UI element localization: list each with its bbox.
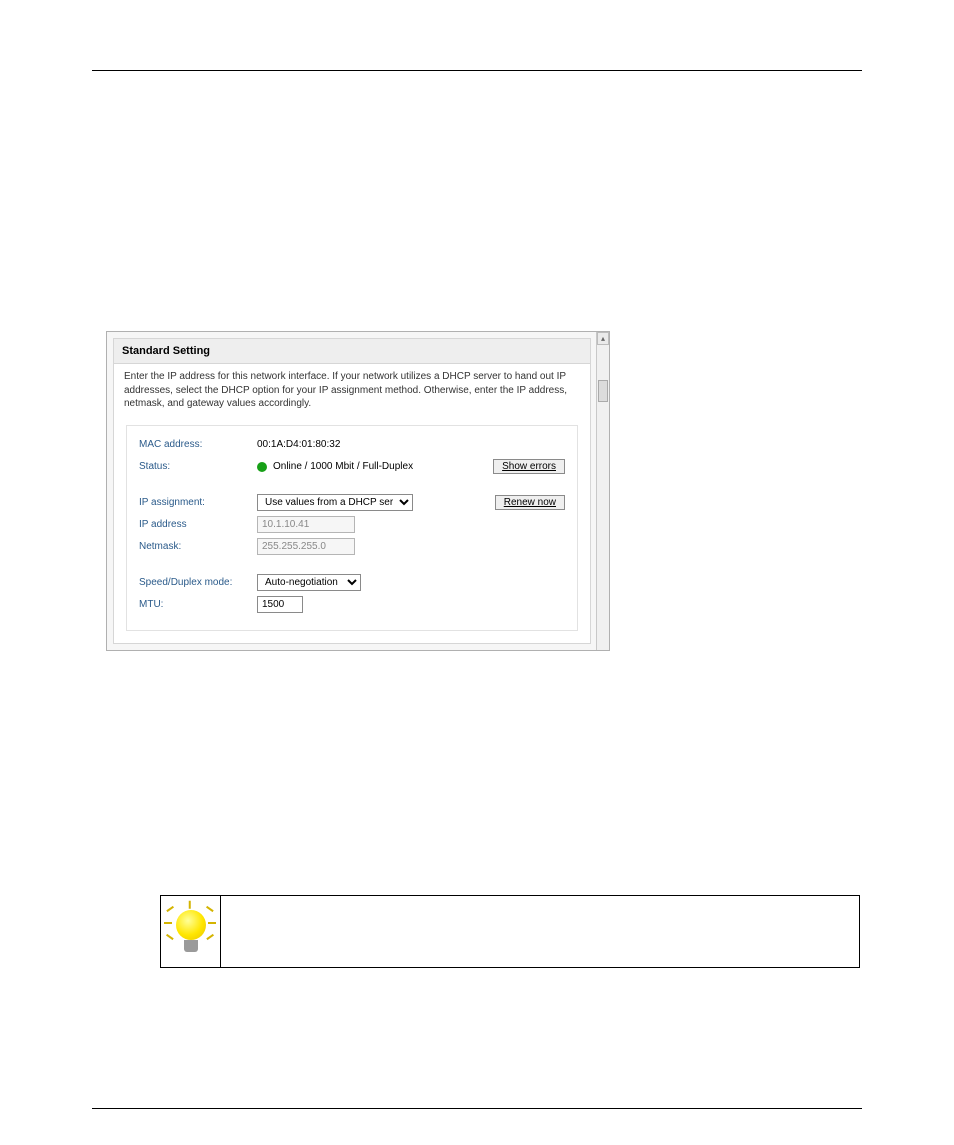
- settings-panel-inner: Standard Setting Enter the IP address fo…: [113, 338, 591, 644]
- row-mac: MAC address: 00:1A:D4:01:80:32: [139, 436, 565, 454]
- settings-panel: Standard Setting Enter the IP address fo…: [106, 331, 610, 651]
- scroll-up-arrow-icon[interactable]: ▴: [597, 332, 609, 345]
- show-errors-button[interactable]: Show errors: [493, 459, 565, 474]
- scroll-thumb[interactable]: [598, 380, 608, 402]
- label-netmask: Netmask:: [139, 541, 257, 552]
- label-speed: Speed/Duplex mode:: [139, 577, 257, 588]
- tip-text-cell: [221, 895, 860, 967]
- label-ip-assignment: IP assignment:: [139, 497, 257, 508]
- label-mtu: MTU:: [139, 599, 257, 610]
- value-status: Online / 1000 Mbit / Full-Duplex: [273, 461, 413, 472]
- tip-callout: [160, 895, 860, 968]
- renew-now-button[interactable]: Renew now: [495, 495, 565, 510]
- row-netmask: Netmask:: [139, 538, 565, 556]
- row-status: Status: Online / 1000 Mbit / Full-Duplex…: [139, 458, 565, 476]
- row-ip-address: IP address: [139, 516, 565, 534]
- ip-address-input: [257, 516, 355, 533]
- row-mtu: MTU:: [139, 596, 565, 614]
- footer-rule: [92, 1108, 862, 1109]
- speed-duplex-select[interactable]: Auto-negotiation: [257, 574, 361, 591]
- mtu-input[interactable]: [257, 596, 303, 613]
- value-mac: 00:1A:D4:01:80:32: [257, 439, 340, 450]
- panel-scrollbar[interactable]: ▴: [596, 332, 609, 650]
- panel-description: Enter the IP address for this network in…: [114, 364, 590, 421]
- row-ip-assignment: IP assignment: Use values from a DHCP se…: [139, 494, 565, 512]
- row-speed: Speed/Duplex mode: Auto-negotiation: [139, 574, 565, 592]
- panel-title: Standard Setting: [114, 339, 590, 364]
- label-mac: MAC address:: [139, 439, 257, 450]
- lightbulb-icon: [172, 908, 210, 954]
- fields-group: MAC address: 00:1A:D4:01:80:32 Status: O…: [126, 425, 578, 631]
- netmask-input: [257, 538, 355, 555]
- status-dot-icon: [257, 462, 267, 472]
- label-ip-address: IP address: [139, 519, 257, 530]
- tip-icon-cell: [161, 895, 221, 967]
- ip-assignment-select[interactable]: Use values from a DHCP server: [257, 494, 413, 511]
- label-status: Status:: [139, 461, 257, 472]
- header-rule: [92, 70, 862, 71]
